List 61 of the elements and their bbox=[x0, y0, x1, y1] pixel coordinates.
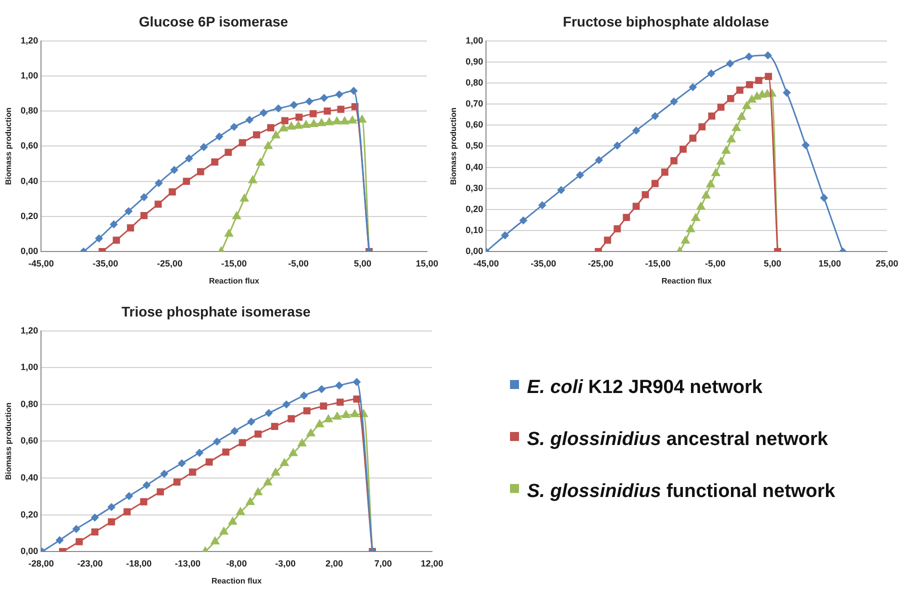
y-tick-label: 0,40 bbox=[20, 472, 38, 482]
x-tick-label: -28,00 bbox=[28, 558, 54, 568]
x-tick-label: 7,00 bbox=[374, 558, 392, 568]
y-tick-label: 0,10 bbox=[466, 225, 484, 236]
x-axis-title: Reaction flux bbox=[661, 276, 712, 286]
x-tick-label: -45,00 bbox=[28, 258, 54, 268]
y-tick-label: 0,90 bbox=[466, 56, 484, 66]
y-axis-title: Biomass production bbox=[4, 402, 14, 480]
y-tick-label: 0,20 bbox=[466, 204, 484, 214]
y-tick-label: 0,60 bbox=[20, 140, 38, 151]
y-tick-label: 0,50 bbox=[466, 140, 484, 151]
x-tick-label: -13,00 bbox=[174, 558, 200, 568]
x-tick-label: -35,00 bbox=[530, 258, 556, 268]
y-tick-label: 0,00 bbox=[20, 246, 38, 256]
x-tick-label: -35,00 bbox=[92, 258, 118, 268]
x-axis-title: Reaction flux bbox=[211, 576, 262, 586]
y-tick-label: 0,00 bbox=[20, 546, 38, 556]
y-tick-label: 0,40 bbox=[20, 176, 38, 186]
y-tick-label: 0,40 bbox=[466, 162, 484, 172]
legend-label: S. glossinidius ancestral network bbox=[527, 429, 828, 451]
x-tick-label: -5,00 bbox=[704, 258, 726, 268]
x-tick-label: 12,00 bbox=[420, 558, 444, 568]
x-tick-label: 5,00 bbox=[354, 258, 372, 268]
chart-title: Triose phosphate isomerase bbox=[121, 303, 311, 320]
legend-label: E. coli K12 JR904 network bbox=[527, 377, 762, 399]
y-tick-label: 0,80 bbox=[20, 398, 38, 409]
y-tick-label: 0,20 bbox=[20, 210, 38, 221]
x-tick-label: -45,00 bbox=[473, 258, 499, 268]
y-tick-label: 0,70 bbox=[466, 98, 484, 109]
x-tick-label: -8,00 bbox=[226, 558, 247, 568]
x-axis-title: Reaction flux bbox=[208, 276, 260, 286]
chart-title: Fructose biphosphate aldolase bbox=[562, 13, 770, 30]
x-tick-label: -3,00 bbox=[275, 558, 296, 568]
x-tick-label: -15,00 bbox=[221, 258, 247, 268]
y-tick-label: 0,30 bbox=[466, 182, 484, 193]
x-tick-label: 2,00 bbox=[326, 558, 344, 568]
x-tick-label: -25,00 bbox=[156, 258, 183, 268]
x-tick-label: -23,00 bbox=[77, 558, 103, 568]
x-tick-label: -5,00 bbox=[288, 258, 309, 268]
y-tick-label: 0,80 bbox=[466, 77, 484, 88]
y-tick-label: 0,60 bbox=[466, 120, 484, 130]
y-axis-title: Biomass production bbox=[4, 107, 14, 185]
y-tick-label: 1,00 bbox=[20, 70, 38, 80]
x-tick-label: -15,00 bbox=[645, 258, 671, 268]
y-tick-label: 1,00 bbox=[20, 362, 38, 372]
x-tick-label: -25,00 bbox=[588, 258, 614, 268]
y-axis-title: Biomass production bbox=[449, 107, 458, 185]
x-tick-label: -18,00 bbox=[126, 558, 152, 568]
y-tick-label: 0,00 bbox=[466, 246, 484, 256]
y-tick-label: 0,60 bbox=[20, 436, 38, 446]
chart-title: Glucose 6P isomerase bbox=[138, 13, 288, 30]
y-tick-label: 1,20 bbox=[20, 35, 38, 46]
x-tick-label: 5,00 bbox=[764, 258, 782, 268]
y-tick-label: 1,20 bbox=[20, 325, 38, 336]
y-tick-label: 0,80 bbox=[20, 106, 38, 116]
y-tick-label: 0,20 bbox=[20, 509, 38, 520]
legend-label: S. glossinidius functional network bbox=[527, 481, 836, 503]
y-tick-label: 1,00 bbox=[466, 35, 484, 46]
x-tick-label: 25,00 bbox=[876, 258, 898, 268]
x-tick-label: 15,00 bbox=[416, 258, 438, 268]
x-tick-label: 15,00 bbox=[818, 258, 841, 268]
